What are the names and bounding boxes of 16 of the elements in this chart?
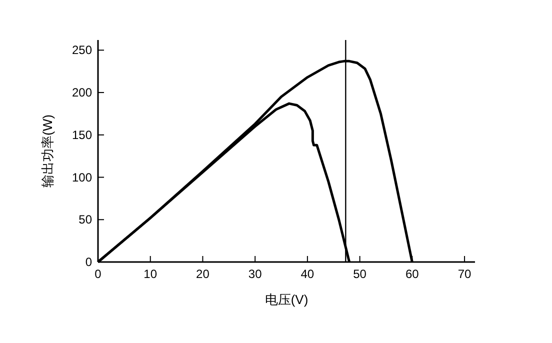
y-tick-label: 0	[85, 255, 92, 269]
x-tick-label: 70	[458, 267, 472, 281]
y-axis-title: 输出功率(W)	[40, 114, 55, 188]
y-tick-label: 150	[72, 128, 92, 142]
y-tick-label: 250	[72, 43, 92, 58]
y-tick-label: 200	[72, 86, 92, 100]
x-tick-label: 40	[300, 267, 314, 281]
x-axis-title: 电压(V)	[264, 292, 308, 307]
x-tick-label: 30	[248, 267, 262, 281]
y-tick-label: 50	[78, 212, 92, 227]
y-tick-label: 100	[72, 170, 92, 184]
x-tick-label: 10	[144, 267, 158, 281]
x-tick-label: 20	[196, 267, 210, 281]
x-tick-label: 0	[94, 267, 102, 281]
x-tick-label: 60	[405, 267, 420, 281]
x-tick-label: 50	[353, 267, 367, 281]
